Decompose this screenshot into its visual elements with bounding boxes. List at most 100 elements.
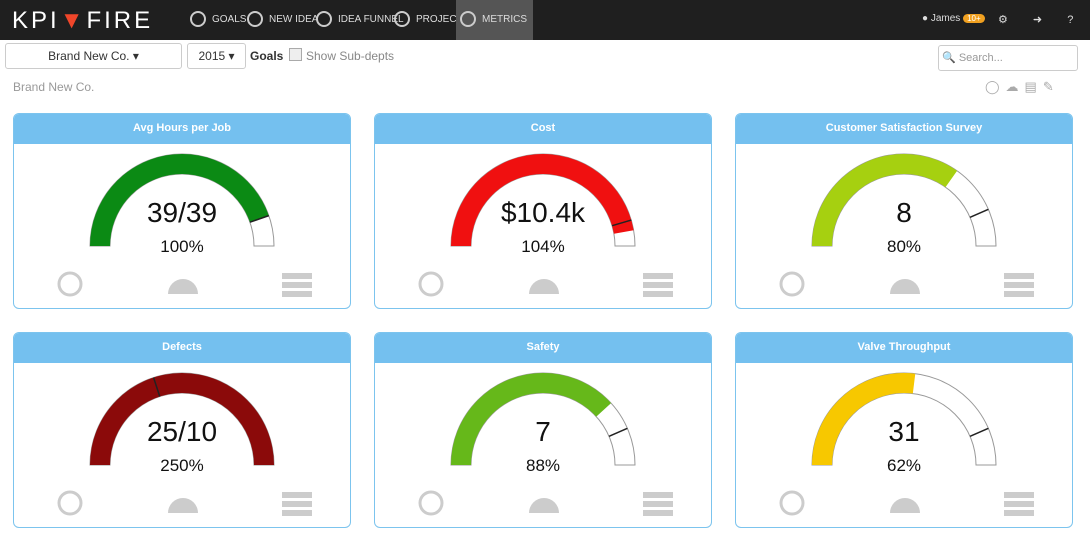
list-icon xyxy=(1004,501,1034,507)
goal-icon xyxy=(779,490,805,516)
nav-item[interactable]: GOALS xyxy=(186,0,252,40)
gauge-fill xyxy=(812,154,958,246)
list-icon xyxy=(1004,510,1034,516)
subdepts-label: Show Sub-depts xyxy=(306,49,395,63)
company: Brand New Co. xyxy=(48,49,130,63)
nav-item[interactable]: PROJECTS xyxy=(390,0,475,40)
gauge: 39/39 100% xyxy=(57,121,343,297)
gauge: 25/10 250% xyxy=(57,340,343,516)
target-tick xyxy=(969,427,989,438)
target-tick xyxy=(608,427,628,438)
metric-card[interactable]: Customer Satisfaction Survey 8 80% xyxy=(735,113,1073,309)
gauge-fill xyxy=(90,373,274,465)
tool-icons[interactable]: ◯☁▤✎ xyxy=(985,79,1060,94)
metric-card[interactable]: Valve Throughput 31 62% xyxy=(735,332,1073,528)
card-title: Defects xyxy=(14,333,350,363)
goal-icon xyxy=(779,271,805,297)
gauge-value: $10.4k xyxy=(501,197,586,228)
gauge-value: 8 xyxy=(896,197,912,228)
gauge-value: 25/10 xyxy=(147,416,217,447)
list-icon xyxy=(282,492,312,498)
gauge-fill xyxy=(451,373,612,465)
year-select[interactable]: 2015 ▾ xyxy=(187,43,246,69)
gauge-percent: 62% xyxy=(887,456,921,475)
gauge-fill xyxy=(90,154,269,246)
target-tick xyxy=(249,214,270,223)
goal-icon xyxy=(57,490,83,516)
gauge-percent: 80% xyxy=(887,237,921,256)
list-icon xyxy=(643,291,673,297)
list-icon xyxy=(643,273,673,279)
goal-icon xyxy=(57,271,83,297)
navbar: KPI▼FIRE GOALS NEW IDEA IDEA FUNNEL PROJECT… xyxy=(0,0,1090,40)
card-icons[interactable] xyxy=(779,121,1065,297)
logo[interactable]: KPI▼FIRE xyxy=(12,7,153,35)
list-icon xyxy=(643,510,673,516)
card-icons[interactable] xyxy=(418,340,704,516)
card-icons[interactable] xyxy=(57,340,343,516)
gauge-percent: 104% xyxy=(521,237,564,256)
gauge: $10.4k 104% xyxy=(418,121,704,297)
target-tick xyxy=(611,219,632,227)
user[interactable]: ● James 10+ xyxy=(922,13,985,24)
user-name: James xyxy=(930,13,961,24)
nav-item[interactable]: NEW IDEA xyxy=(243,0,324,40)
gauge-value: 31 xyxy=(888,416,919,447)
card-icons[interactable] xyxy=(57,121,343,297)
list-icon xyxy=(282,501,312,507)
list-icon xyxy=(1004,282,1034,288)
goal-icon xyxy=(418,490,444,516)
nav-item[interactable]: METRICS xyxy=(456,0,533,40)
metric-card[interactable]: Safety 7 88% xyxy=(374,332,712,528)
logo-mark: ▼ xyxy=(59,7,87,34)
goal-icon xyxy=(418,271,444,297)
search-box[interactable]: 🔍 Search... xyxy=(938,45,1078,71)
company-select[interactable]: Brand New Co. ▾ xyxy=(5,43,182,69)
gauge-percent: 250% xyxy=(160,456,203,475)
logo-right: FIRE xyxy=(86,7,154,34)
gauge-icon xyxy=(168,498,198,513)
gauge: 788% xyxy=(418,340,704,516)
list-icon xyxy=(282,291,312,297)
gauge-icon xyxy=(168,279,198,294)
target-tick xyxy=(969,208,989,219)
metric-card[interactable]: Cost $10.4k 104% xyxy=(374,113,712,309)
gauge-icon xyxy=(529,279,559,294)
list-icon xyxy=(1004,273,1034,279)
gauge-fill xyxy=(812,373,916,465)
card-title: Avg Hours per Job xyxy=(14,114,350,144)
search-placeholder: Search... xyxy=(958,52,1003,64)
list-icon xyxy=(643,282,673,288)
badge: 10+ xyxy=(963,14,985,23)
logo-left: KPI xyxy=(12,7,60,34)
card-title: Customer Satisfaction Survey xyxy=(736,114,1072,144)
card-title: Valve Throughput xyxy=(736,333,1072,363)
gauge: 880% xyxy=(779,121,1065,297)
metric-card[interactable]: Defects 25/10 250% xyxy=(13,332,351,528)
gauge-percent: 100% xyxy=(160,237,203,256)
list-icon xyxy=(282,273,312,279)
gauge-percent: 88% xyxy=(526,456,560,475)
breadcrumb: Brand New Co. xyxy=(13,80,95,94)
list-icon xyxy=(1004,492,1034,498)
metric-card[interactable]: Avg Hours per Job 39/39 100% xyxy=(13,113,351,309)
list-icon xyxy=(643,501,673,507)
list-icon xyxy=(282,282,312,288)
year: 2015 xyxy=(198,49,226,63)
card-icons[interactable] xyxy=(779,340,1065,516)
gauge-icon xyxy=(890,279,920,294)
card-title: Safety xyxy=(375,333,711,363)
nav-item[interactable]: IDEA FUNNEL xyxy=(312,0,410,40)
gauge-icon xyxy=(529,498,559,513)
nav-icons[interactable]: ⚙ ➜ ? xyxy=(998,14,1074,26)
checkbox[interactable] xyxy=(289,48,302,61)
list-icon xyxy=(1004,291,1034,297)
gauge-value: 39/39 xyxy=(147,197,217,228)
goals-label: Goals xyxy=(250,49,284,63)
list-icon xyxy=(282,510,312,516)
card-title: Cost xyxy=(375,114,711,144)
gauge-value: 7 xyxy=(535,416,551,447)
list-icon xyxy=(643,492,673,498)
